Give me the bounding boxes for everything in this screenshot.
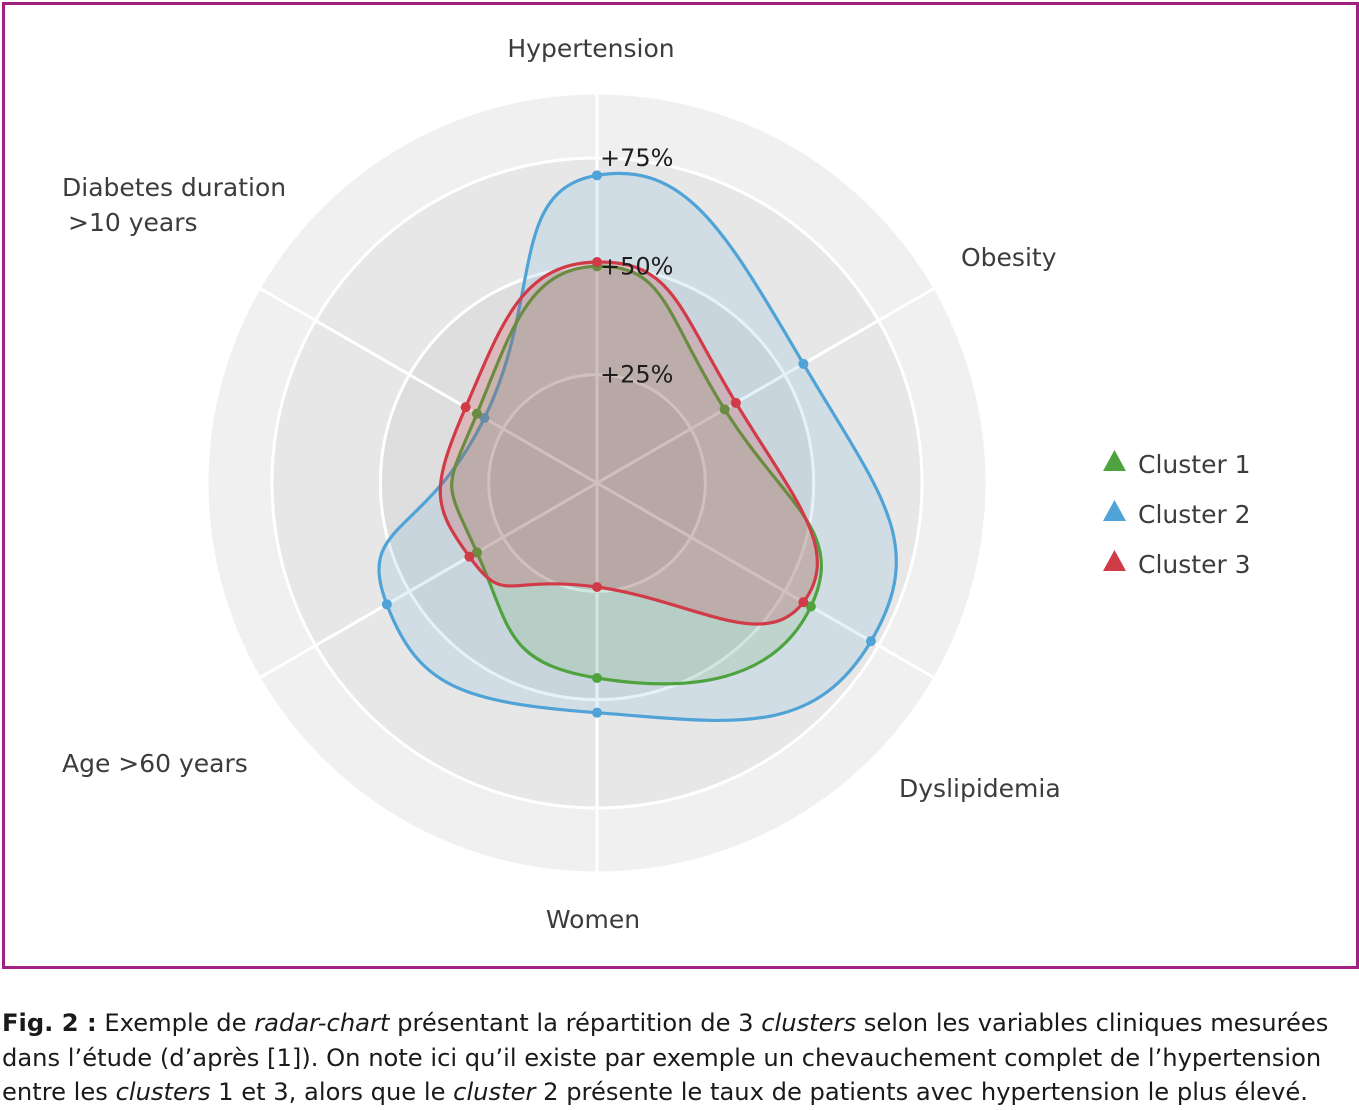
series-cluster-1 bbox=[450, 261, 823, 686]
caption-italic: cluster bbox=[453, 1078, 536, 1106]
data-point-cluster-1-4 bbox=[471, 547, 482, 558]
caption-text: présentant la répartition de 3 bbox=[389, 1009, 762, 1037]
legend: Cluster 1 Cluster 2 Cluster 3 bbox=[1103, 450, 1251, 579]
data-point-cluster-1-3 bbox=[592, 673, 602, 683]
caption-line-2: dans l’étude (d’après [1]). On note ici … bbox=[2, 1041, 1357, 1076]
data-point-cluster-3-3 bbox=[592, 582, 602, 592]
legend-marker-cluster-1 bbox=[1103, 450, 1126, 471]
series-cluster-2 bbox=[377, 170, 898, 722]
figure-frame bbox=[2, 2, 1359, 969]
series-area-cluster-3 bbox=[440, 261, 818, 625]
axis-label-dyslipidemia: Dyslipidemia bbox=[899, 774, 1061, 803]
caption-text: dans l’étude (d’après [1]). On note ici … bbox=[2, 1043, 1322, 1072]
legend-label-cluster-3: Cluster 3 bbox=[1138, 550, 1251, 579]
series-area-cluster-2 bbox=[379, 173, 897, 721]
legend-label-cluster-1: Cluster 1 bbox=[1138, 450, 1251, 479]
tick-label-50: +50% bbox=[600, 252, 673, 280]
data-point-cluster-2-0 bbox=[592, 170, 602, 181]
series-layer bbox=[377, 170, 898, 722]
data-point-cluster-3-5 bbox=[460, 402, 471, 413]
legend-marker-cluster-3 bbox=[1103, 550, 1126, 571]
caption-italic: clusters bbox=[761, 1009, 857, 1037]
data-point-cluster-2-2 bbox=[865, 636, 876, 647]
caption-line-3: entre les clusters 1 et 3, alors que le … bbox=[2, 1075, 1357, 1110]
data-point-cluster-3-4 bbox=[464, 551, 475, 562]
tick-label-75: +75% bbox=[600, 144, 673, 172]
series-area-cluster-1 bbox=[451, 266, 822, 684]
axis-label-obesity: Obesity bbox=[961, 243, 1057, 272]
caption-text: 2 présente le taux de patients avec hype… bbox=[535, 1078, 1308, 1106]
spoke-1 bbox=[596, 286, 936, 485]
data-point-cluster-2-4 bbox=[381, 599, 392, 610]
axis-label-diabetes-line2: >10 years bbox=[68, 208, 198, 237]
data-point-cluster-3-0 bbox=[592, 257, 602, 267]
axis-label-women: Women bbox=[546, 905, 640, 934]
axis-label-age: Age >60 years bbox=[62, 749, 248, 778]
caption-italic: radar-chart bbox=[254, 1009, 390, 1037]
caption-text: Exemple de bbox=[96, 1009, 255, 1037]
axis-label-hypertension: Hypertension bbox=[507, 34, 674, 63]
legend-label-cluster-2: Cluster 2 bbox=[1138, 500, 1251, 529]
caption-text: selon les variables cliniques mesurées bbox=[856, 1009, 1329, 1037]
radar-chart: +25% +50% +75% Hypertension Obesity Dyslip… bbox=[62, 34, 1251, 934]
spoke-5 bbox=[258, 286, 598, 485]
data-point-cluster-3-1 bbox=[730, 397, 741, 408]
data-point-cluster-2-3 bbox=[592, 707, 602, 718]
data-point-cluster-1-1 bbox=[719, 404, 730, 415]
tick-labels: +25% +50% +75% bbox=[600, 144, 673, 389]
data-point-cluster-2-1 bbox=[798, 358, 809, 369]
data-point-cluster-1-5 bbox=[471, 408, 482, 419]
caption-text: entre les bbox=[2, 1078, 116, 1106]
figure-caption: Fig. 2 : Exemple de radar-chart présenta… bbox=[2, 1006, 1357, 1110]
axis-label-diabetes-line1: Diabetes duration bbox=[62, 173, 286, 202]
caption-text: 1 et 3, alors que le bbox=[210, 1078, 454, 1106]
caption-italic: clusters bbox=[115, 1078, 211, 1106]
data-point-cluster-1-2 bbox=[805, 601, 816, 612]
tick-label-25: +25% bbox=[600, 361, 673, 389]
figure-label: Fig. 2 : bbox=[2, 1009, 97, 1037]
radial-spokes bbox=[258, 93, 936, 873]
caption-line-1: Fig. 2 : Exemple de radar-chart présenta… bbox=[2, 1006, 1357, 1041]
series-cluster-3 bbox=[438, 257, 819, 626]
legend-marker-cluster-2 bbox=[1103, 500, 1126, 521]
spoke-4 bbox=[258, 481, 598, 680]
data-point-cluster-2-5 bbox=[479, 413, 490, 423]
data-point-cluster-3-2 bbox=[798, 597, 809, 608]
spoke-2 bbox=[596, 481, 936, 680]
